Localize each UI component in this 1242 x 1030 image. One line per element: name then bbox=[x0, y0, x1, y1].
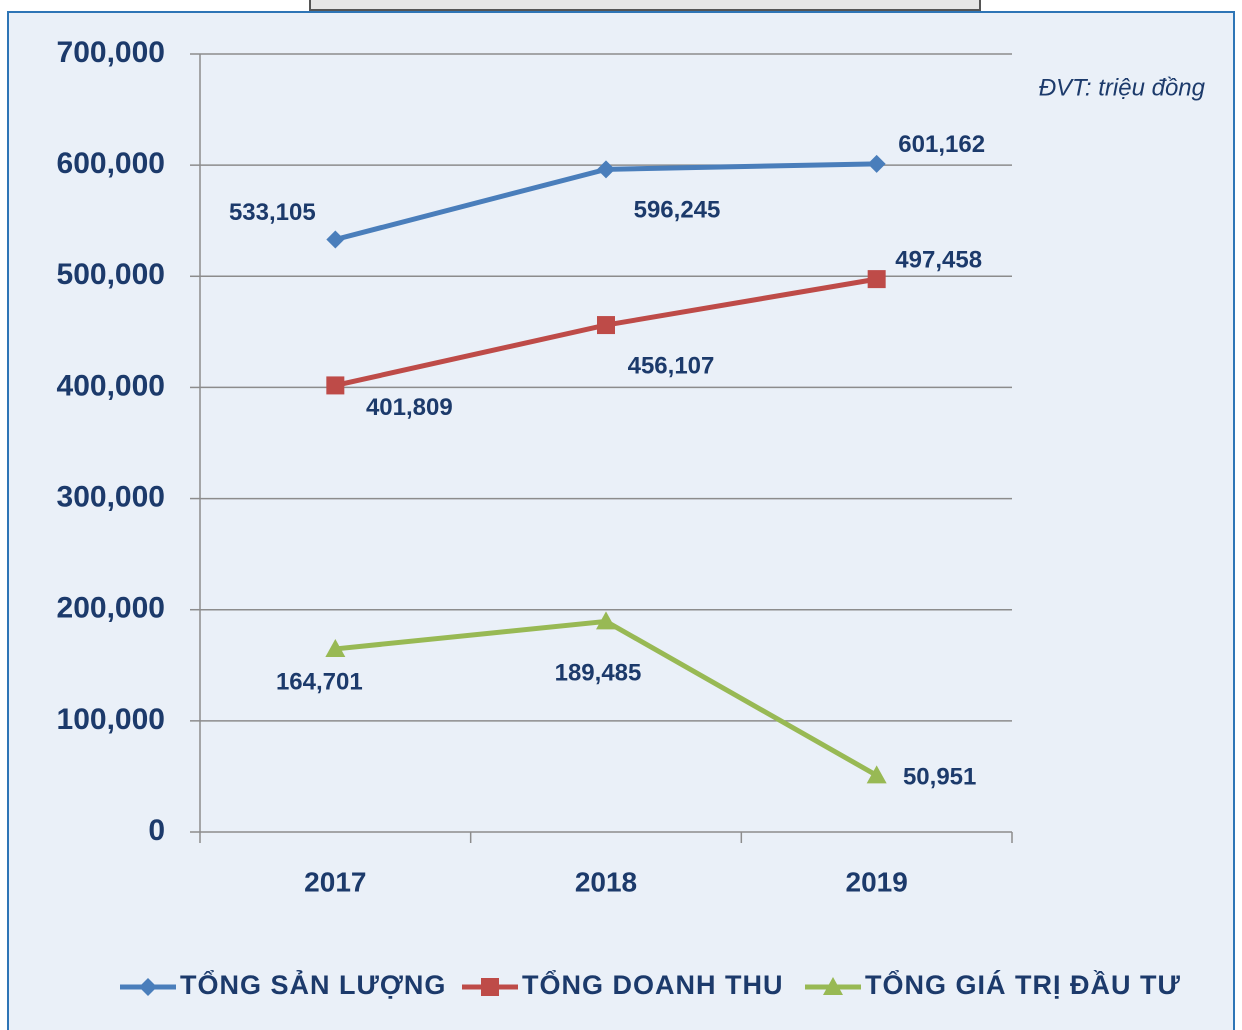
chart-frame bbox=[7, 11, 1235, 1030]
legend-marker bbox=[139, 978, 157, 996]
y-tick-label: 200,000 bbox=[57, 592, 165, 625]
data-point bbox=[597, 160, 615, 179]
legend-label: TỔNG DOANH THU bbox=[522, 969, 783, 1000]
data-point bbox=[866, 765, 887, 784]
y-tick-label: 700,000 bbox=[57, 36, 165, 69]
legend-label: TỔNG GIÁ TRỊ ĐẦU TƯ bbox=[865, 969, 1181, 1000]
data-point bbox=[326, 230, 345, 249]
data-label: 401,809 bbox=[366, 394, 453, 421]
y-tick-label: 500,000 bbox=[57, 258, 165, 291]
data-point bbox=[325, 638, 346, 657]
legend-marker bbox=[823, 977, 843, 995]
data-point bbox=[596, 611, 616, 630]
data-label: 596,245 bbox=[634, 197, 721, 224]
x-tick-label: 2017 bbox=[304, 866, 366, 897]
x-tick-label: 2018 bbox=[575, 866, 637, 897]
header-tab bbox=[309, 0, 981, 11]
y-tick-label: 0 bbox=[148, 814, 165, 847]
data-label: 601,162 bbox=[898, 131, 985, 158]
data-label: 533,105 bbox=[229, 199, 316, 226]
data-label: 456,107 bbox=[628, 352, 715, 379]
data-point bbox=[867, 270, 886, 289]
unit-note: ĐVT: triệu đồng bbox=[1039, 74, 1206, 101]
x-tick-label: 2019 bbox=[846, 866, 908, 897]
data-label: 50,951 bbox=[903, 764, 976, 791]
legend-label: TỔNG SẢN LƯỢNG bbox=[180, 968, 446, 1000]
data-point bbox=[326, 376, 345, 395]
data-point bbox=[597, 316, 615, 335]
data-label: 497,458 bbox=[895, 246, 982, 273]
data-label: 164,701 bbox=[276, 668, 363, 695]
y-tick-label: 100,000 bbox=[57, 703, 165, 736]
data-label: 189,485 bbox=[555, 660, 642, 687]
data-point bbox=[867, 154, 886, 173]
legend-marker bbox=[481, 978, 499, 996]
y-tick-label: 600,000 bbox=[57, 147, 165, 180]
y-tick-label: 300,000 bbox=[57, 480, 165, 513]
y-tick-label: 400,000 bbox=[57, 369, 165, 402]
